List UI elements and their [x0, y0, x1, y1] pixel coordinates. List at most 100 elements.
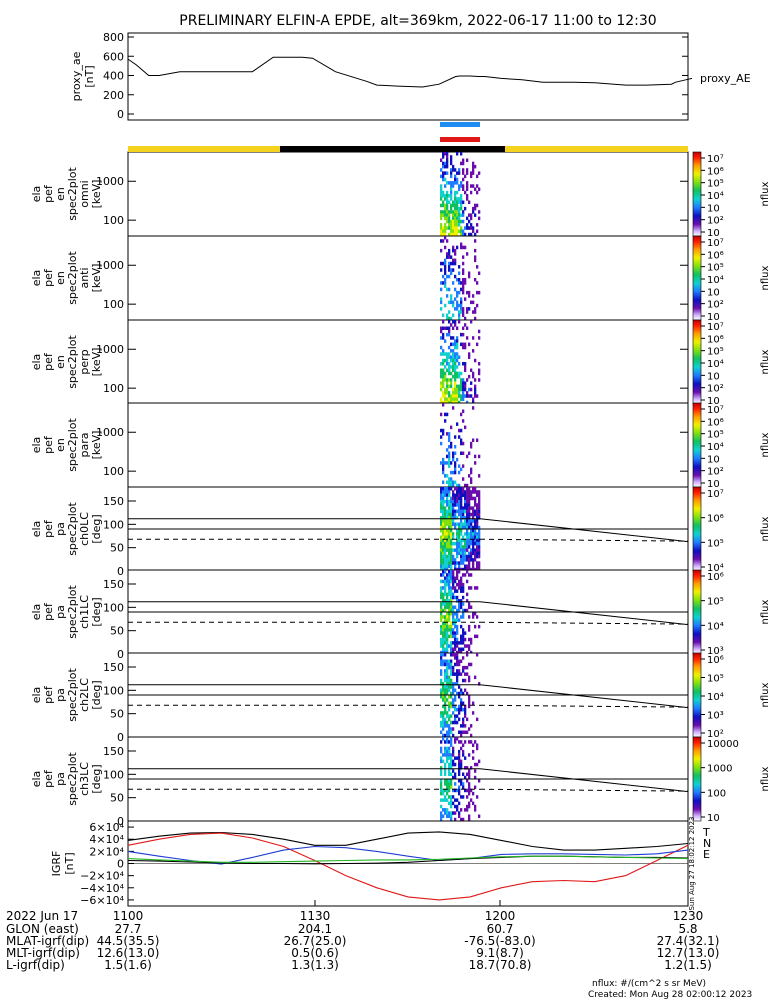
spectrogram-cell	[472, 792, 474, 796]
spectrogram-cell	[470, 548, 472, 552]
spectrogram-cell	[448, 635, 450, 639]
spectrogram-cell	[454, 181, 456, 185]
spectrogram-cell	[474, 510, 476, 513]
spectrogram-cell	[444, 676, 446, 680]
spectrogram-cell	[460, 333, 462, 337]
spectrogram-cell	[442, 403, 444, 407]
spectrogram-cell	[458, 375, 460, 379]
spectrogram-cell	[466, 789, 468, 793]
spectrogram-cell	[448, 398, 450, 402]
spectrogram-cell	[470, 740, 472, 744]
spectrogram-cell	[442, 685, 444, 689]
spectrogram-cell	[442, 698, 444, 702]
spectrogram-cell	[466, 565, 468, 569]
spectrogram-cell	[440, 695, 442, 699]
spectrogram-cell	[462, 702, 464, 706]
spectrogram-cell	[450, 625, 452, 629]
spectrogram-cell	[440, 301, 442, 305]
spectrogram-cell	[440, 586, 442, 590]
spectrogram-cell	[454, 320, 456, 324]
spectrogram-cell	[462, 487, 464, 491]
spectrogram-cell	[468, 705, 470, 709]
spectrogram-cell	[462, 506, 464, 510]
spectrogram-cell	[442, 714, 444, 718]
spectrogram-cell	[448, 685, 450, 689]
spectrogram-cell	[456, 178, 458, 182]
colorbar-label: nflux	[760, 766, 771, 791]
spectrogram-cell	[442, 372, 444, 376]
spectrogram-cell	[444, 583, 446, 587]
spectrogram-cell	[440, 769, 442, 773]
spectrogram-cell	[456, 555, 458, 559]
spectrogram-cell	[444, 339, 446, 343]
spectrogram-cell	[440, 606, 442, 610]
spectrogram-cell	[444, 236, 446, 240]
spectrogram-cell	[444, 718, 446, 722]
spectrogram-cell	[442, 429, 444, 433]
spectrogram-cell	[446, 714, 448, 718]
spectrogram-cell	[450, 175, 452, 179]
x-row-value: 1.3(1.3)	[291, 958, 339, 972]
spectrogram-cell	[474, 388, 476, 392]
spectrogram-cell	[454, 471, 456, 475]
spectrogram-cell	[450, 197, 452, 201]
spectrogram-cell	[460, 152, 462, 156]
spectrogram-cell	[452, 721, 454, 725]
spectrogram-cell	[450, 510, 452, 513]
spectrogram-cell	[468, 294, 470, 298]
spectrogram-cell	[448, 506, 450, 510]
spectrogram-cell	[452, 628, 454, 632]
spectrogram-cell	[456, 352, 458, 356]
spectrogram-cell	[456, 660, 458, 664]
spectrogram-cell	[464, 500, 466, 504]
spectrogram-cell	[462, 631, 464, 635]
spectrogram-cell	[458, 711, 460, 715]
spectrogram-cell	[440, 204, 442, 208]
spectrogram-cell	[440, 239, 442, 243]
spectrogram-cell	[440, 756, 442, 760]
spectrogram-cell	[446, 583, 448, 587]
spectrogram-cell	[440, 288, 442, 292]
spectrogram-cell	[456, 171, 458, 175]
spectrogram-cell	[456, 628, 458, 632]
spectrogram-cell	[448, 763, 450, 767]
spectrogram-cell	[478, 210, 480, 214]
spectrogram-cell	[460, 207, 462, 211]
spectrogram-cell	[474, 529, 476, 533]
spectrogram-cell	[474, 548, 476, 552]
spectrogram-cell	[456, 487, 458, 491]
panel-spec2plot_perp: 1000100ela pef en spec2plot perp [keV]10⁷10⁶1…	[30, 320, 771, 407]
colorbar-tick-label: 10⁵	[707, 263, 724, 274]
spectrogram-cell	[456, 346, 458, 350]
spectrogram-cell	[448, 577, 450, 581]
spectrogram-cell	[444, 262, 446, 266]
colorbar-tick-label: 10⁳	[707, 371, 720, 382]
spectrogram-cell	[446, 519, 448, 523]
spectrogram-cell	[462, 523, 464, 527]
spectrogram-cell	[446, 558, 448, 562]
spectrogram-cell	[456, 304, 458, 308]
spectrogram-cell	[442, 394, 444, 398]
colorbar-tick-label: 10⁶	[707, 250, 724, 261]
spectrogram-cell	[444, 152, 446, 156]
spectrogram-cell	[462, 168, 464, 172]
spectrogram-cell	[454, 606, 456, 610]
spectrogram-cell	[462, 381, 464, 385]
spectrogram-cell	[468, 519, 470, 523]
spectrogram-cell	[468, 773, 470, 777]
spectrogram-cell	[444, 304, 446, 308]
spectrogram-cell	[450, 294, 452, 298]
spectrogram-cell	[452, 391, 454, 395]
spectrogram-cell	[462, 708, 464, 712]
y-tick-label: 800	[103, 31, 124, 44]
spectrogram-cell	[476, 519, 478, 523]
spectrogram-cell	[478, 497, 480, 501]
spectrogram-cell	[444, 631, 446, 635]
spectrogram-cell	[462, 310, 464, 314]
y-tick-label: 50	[110, 542, 124, 555]
spectrogram-cell	[448, 536, 450, 540]
y-tick-label: 100	[103, 768, 124, 781]
spectrogram-cell	[448, 275, 450, 279]
spectrogram-cell	[462, 536, 464, 540]
spectrogram-cell	[448, 602, 450, 606]
